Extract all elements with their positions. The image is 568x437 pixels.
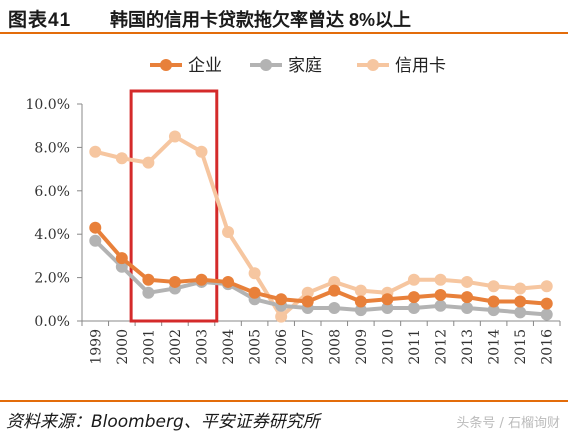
figure-number: 图表41 <box>8 10 72 31</box>
highlight-box-group <box>129 89 219 323</box>
legend-label: 信用卡 <box>395 56 446 76</box>
data-point-household <box>142 286 155 299</box>
x-tick-label: 2015 <box>513 329 529 365</box>
data-point-enterprise <box>195 273 208 286</box>
data-point-credit_card <box>407 273 420 286</box>
data-point-credit_card <box>328 275 341 288</box>
y-axis: 0.0% 2.0% 4.0% 6.0% 8.0% 10.0% <box>26 97 83 330</box>
data-point-credit_card <box>168 130 181 143</box>
data-point-enterprise <box>142 273 155 286</box>
x-tick-label: 2008 <box>327 329 343 365</box>
data-point-enterprise <box>248 286 261 299</box>
data-point-household <box>461 301 474 314</box>
data-point-household <box>381 301 394 314</box>
data-point-credit_card <box>487 280 500 293</box>
x-tick-label: 2012 <box>434 329 450 365</box>
data-point-credit_card <box>354 284 367 297</box>
data-point-household <box>540 308 553 321</box>
data-point-enterprise <box>275 293 288 306</box>
x-tick-label: 2013 <box>460 329 476 365</box>
data-point-credit_card <box>301 286 314 299</box>
data-point-credit_card <box>275 310 288 323</box>
chart-title: 韩国的信用卡贷款拖欠率曾达 8%以上 <box>110 10 412 30</box>
data-point-credit_card <box>89 145 102 158</box>
data-point-household <box>407 301 420 314</box>
data-point-credit_card <box>514 282 527 295</box>
x-tick-label: 2003 <box>195 329 211 365</box>
data-point-credit_card <box>461 275 474 288</box>
x-tick-label: 1999 <box>88 329 104 365</box>
x-tick-label: 2001 <box>141 329 157 365</box>
legend-swatch-marker <box>260 59 272 71</box>
data-point-enterprise <box>461 291 474 304</box>
y-tick-label: 10.0% <box>26 97 70 113</box>
x-tick-label: 2010 <box>380 329 396 365</box>
legend-label: 企业 <box>188 56 222 76</box>
data-point-household <box>328 301 341 314</box>
data-point-household <box>354 304 367 317</box>
x-tick-label: 2004 <box>221 329 237 365</box>
data-point-enterprise <box>514 295 527 308</box>
x-tick-label: 2014 <box>487 329 503 365</box>
x-tick-label: 2006 <box>274 329 290 365</box>
series-group <box>89 130 553 323</box>
data-point-enterprise <box>434 288 447 301</box>
legend-swatch-marker <box>367 59 379 71</box>
x-tick-label: 2007 <box>301 329 317 365</box>
data-point-credit_card <box>540 280 553 293</box>
data-point-enterprise <box>354 295 367 308</box>
y-tick-label: 6.0% <box>34 184 70 200</box>
data-point-enterprise <box>89 221 102 234</box>
highlight-box <box>129 89 219 323</box>
data-point-household <box>487 304 500 317</box>
y-tick-label: 0.0% <box>34 314 70 330</box>
data-point-enterprise <box>222 275 235 288</box>
source-footer: 资料来源：Bloomberg、平安证券研究所 头条号 / 石榴询财 <box>0 400 568 437</box>
data-point-credit_card <box>195 145 208 158</box>
legend: 企业 家庭 信用卡 <box>150 56 446 76</box>
line-chart: 企业 家庭 信用卡 0.0% 2.0% 4.0% 6.0% 8.0% 10.0% 1999 20… <box>26 56 561 365</box>
series-line-household <box>93 239 547 317</box>
data-point-enterprise <box>328 284 341 297</box>
data-point-enterprise <box>168 275 181 288</box>
data-point-credit_card <box>248 267 261 280</box>
data-point-enterprise <box>407 291 420 304</box>
legend-label: 家庭 <box>288 56 322 76</box>
x-tick-label: 2000 <box>115 329 131 365</box>
x-tick-label: 2011 <box>407 329 423 365</box>
source-note: 资料来源：Bloomberg、平安证券研究所 <box>6 412 320 432</box>
data-point-household <box>89 234 102 247</box>
legend-swatch-marker <box>160 59 172 71</box>
y-tick-label: 8.0% <box>34 140 70 156</box>
data-point-enterprise <box>381 293 394 306</box>
x-tick-label: 2016 <box>540 329 556 365</box>
data-point-enterprise <box>115 252 128 265</box>
data-point-credit_card <box>115 152 128 165</box>
data-point-household <box>115 260 128 273</box>
data-point-household <box>514 306 527 319</box>
watermark: 头条号 / 石榴询财 <box>456 416 560 431</box>
x-tick-label: 2005 <box>248 329 264 365</box>
data-point-enterprise <box>487 295 500 308</box>
figure-header: 图表41 韩国的信用卡贷款拖欠率曾达 8%以上 <box>0 0 568 34</box>
data-point-credit_card <box>434 273 447 286</box>
x-axis: 1999 2000 2001 2002 2003 2004 2005 2006 2007 2008… <box>81 320 561 365</box>
data-point-credit_card <box>222 226 235 239</box>
y-tick-label: 2.0% <box>34 271 70 287</box>
y-tick-label: 4.0% <box>34 227 70 243</box>
data-point-household <box>434 299 447 312</box>
x-tick-label: 2009 <box>354 329 370 365</box>
data-point-credit_card <box>142 156 155 169</box>
data-point-enterprise <box>540 297 553 310</box>
x-tick-label: 2002 <box>168 329 184 365</box>
data-point-enterprise <box>301 295 314 308</box>
